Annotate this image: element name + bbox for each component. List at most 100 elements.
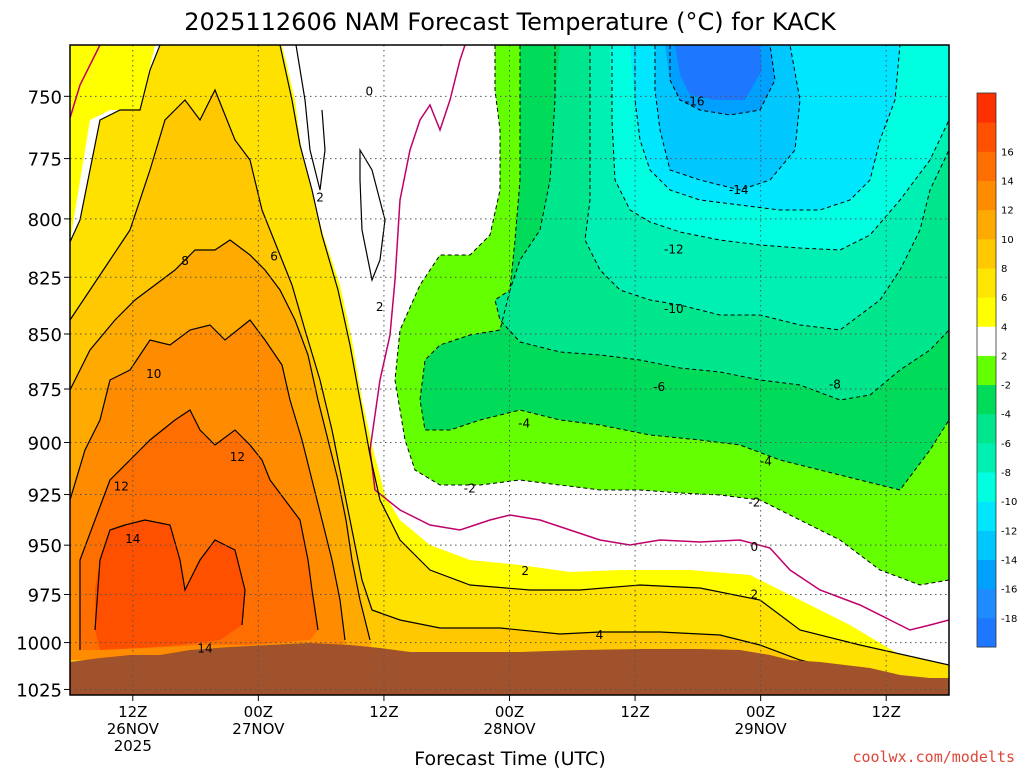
contour-label: -12	[664, 242, 684, 256]
contour-label: 2	[376, 300, 384, 314]
colorbar-swatch	[977, 472, 996, 502]
x-tick-label: 00Z	[244, 703, 273, 721]
contour-label: 14	[197, 641, 212, 655]
y-tick-label: 900	[28, 434, 62, 455]
colorbar-tick-label: -16	[1001, 585, 1017, 596]
contour-label: 2	[751, 587, 759, 601]
y-tick-label: 775	[28, 150, 62, 171]
contour-labels: 0 2 2 6 8 10 12 12 14 14 -16 -14 -12 -10 -8 -6 -4 -4 -2 -2 0…	[114, 84, 841, 655]
credit-text: coolwx.com/modelts	[852, 748, 1015, 766]
contour-label: 0	[751, 540, 759, 554]
y-tick-label: 975	[28, 585, 62, 606]
colorbar-swatch	[977, 326, 996, 356]
colorbar-swatch	[977, 442, 996, 473]
contour-label: 0	[365, 84, 373, 98]
x-tick-label: 00Z	[746, 703, 775, 721]
contour-label: -14	[729, 183, 749, 197]
colorbar-tick-label: 10	[1001, 235, 1014, 246]
colorbar-tick-label: -14	[1001, 556, 1017, 567]
colorbar-swatch	[977, 151, 996, 181]
warm-contours	[70, 45, 949, 681]
colorbar-swatch	[977, 384, 996, 415]
colorbar-swatch	[977, 530, 996, 561]
colorbar-swatch	[977, 122, 996, 152]
colorbar-swatch	[977, 501, 996, 531]
colorbar-tick-label: -12	[1001, 526, 1017, 537]
grid-lines	[70, 45, 949, 695]
colorbar-tick-label: 6	[1001, 293, 1007, 304]
y-tick-label: 850	[28, 325, 62, 346]
contour-label: -10	[664, 302, 684, 316]
y-tick-label: 750	[28, 87, 62, 108]
contour-label: 2	[316, 190, 324, 204]
contour-label: 12	[230, 450, 245, 464]
colorbar-legend: -18 -16 -14 -12 -10 -8 -6 -4 -2 2 4 6 8 10 12 14 16	[976, 92, 1017, 648]
colorbar-tick-label: -10	[1001, 497, 1017, 508]
colorbar-swatch	[977, 355, 996, 386]
x-tick-label: 28NOV	[483, 720, 536, 738]
contour-label: 8	[181, 254, 189, 268]
colorbar-tick-label: 14	[1001, 176, 1014, 187]
colorbar-swatch	[977, 617, 996, 648]
colorbar-swatch	[977, 559, 996, 590]
x-tick-label: 12Z	[118, 703, 147, 721]
colorbar-frame	[976, 92, 997, 648]
contour-label: -2	[748, 496, 760, 510]
contour-label: -8	[829, 378, 841, 392]
x-tick-label: 26NOV	[107, 720, 160, 738]
warm-region-14-16	[95, 520, 245, 650]
plot-area	[70, 45, 949, 695]
colorbar-swatch	[977, 413, 996, 444]
contour-label: -16	[685, 94, 705, 108]
x-tick-label: 12Z	[620, 703, 649, 721]
contour-label: 2	[521, 564, 529, 578]
colorbar-swatch	[977, 180, 996, 211]
y-axis: 750 775 800 825 850 875 900 925 950 975 1000 1025	[16, 87, 70, 701]
colorbar-swatch	[977, 93, 996, 123]
colorbar-tick-label: -18	[1001, 614, 1017, 625]
colorbar-tick-label: 12	[1001, 206, 1014, 217]
x-tick-label: 27NOV	[232, 720, 285, 738]
contour-label: 4	[596, 628, 604, 642]
x-tick-label: 29NOV	[735, 720, 788, 738]
colorbar-swatch	[977, 588, 996, 619]
contour-label: -6	[653, 380, 665, 394]
colorbar-swatch	[977, 297, 996, 327]
x-tick-label: 12Z	[369, 703, 398, 721]
x-tick-label: 00Z	[495, 703, 524, 721]
colorbar-tick-label: -6	[1001, 439, 1011, 450]
colorbar-swatch	[977, 209, 996, 240]
y-tick-label: 800	[28, 210, 62, 231]
ground-terrain	[70, 643, 949, 695]
y-tick-label: 875	[28, 380, 62, 401]
y-tick-label: 825	[28, 268, 62, 289]
contour-label: -4	[518, 416, 530, 430]
colorbar-tick-label: 16	[1001, 147, 1014, 158]
y-tick-label: 1000	[16, 634, 62, 655]
x-axis-label: Forecast Time (UTC)	[414, 748, 605, 768]
contour-label: 14	[125, 532, 140, 546]
colorbar-tick-label: 2	[1001, 351, 1007, 362]
cold-region-neg16-neg18	[675, 45, 762, 100]
colorbar-tick-label: -8	[1001, 468, 1011, 479]
contour-label: 10	[146, 367, 161, 381]
y-tick-label: 925	[28, 486, 62, 507]
zero-degree-contour	[70, 45, 949, 631]
contour-label: 6	[270, 249, 278, 263]
contour-label: -4	[760, 454, 772, 468]
y-tick-label: 950	[28, 536, 62, 557]
colorbar-tick-label: -2	[1001, 381, 1011, 392]
y-tick-label: 1025	[16, 680, 62, 701]
chart-title: 2025112606 NAM Forecast Temperature (°C)…	[184, 8, 837, 36]
x-tick-label: 2025	[114, 737, 152, 755]
colorbar-tick-label: 8	[1001, 264, 1007, 275]
colorbar-swatch	[977, 267, 996, 298]
contour-label: 12	[114, 479, 129, 493]
colorbar-tick-label: -4	[1001, 410, 1011, 421]
colorbar-swatch	[977, 238, 996, 269]
x-tick-label: 12Z	[872, 703, 901, 721]
colorbar-tick-label: 4	[1001, 322, 1007, 333]
contour-label: -2	[464, 481, 476, 495]
